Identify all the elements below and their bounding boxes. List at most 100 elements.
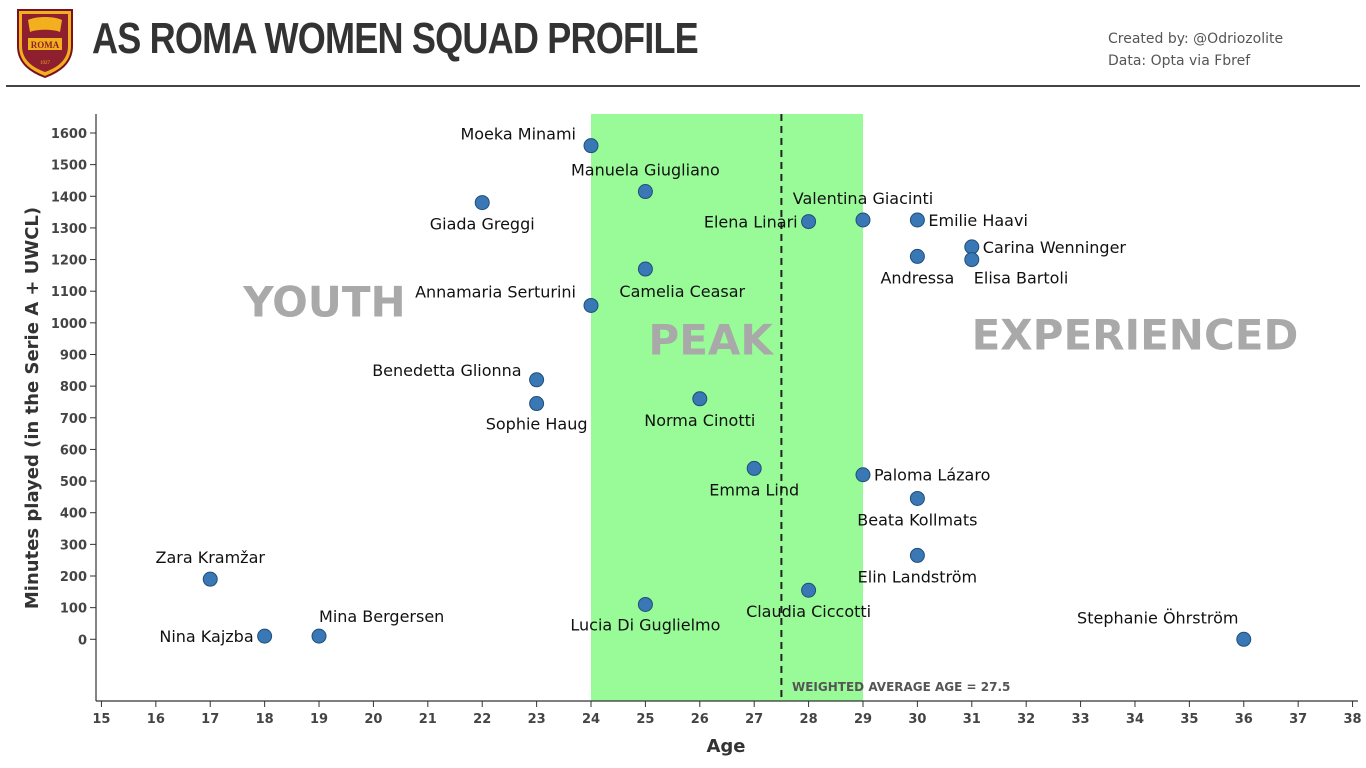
x-tick-label: 15: [92, 712, 110, 727]
y-tick-label: 1000: [51, 317, 87, 332]
header: ROMA 1927 AS ROMA WOMEN SQUAD PROFILE Cr…: [0, 0, 1366, 87]
y-tick-label: 300: [60, 538, 87, 553]
zone-label: PEAK: [648, 315, 774, 364]
x-tick-label: 27: [745, 712, 763, 727]
y-tick-label: 800: [60, 380, 87, 395]
y-tick-label: 400: [60, 507, 87, 522]
y-tick-label: 700: [60, 412, 87, 427]
point-label: Manuela Giugliano: [571, 161, 720, 180]
roma-crest-logo: ROMA 1927: [17, 9, 73, 78]
created-by-text: Created by: @Odriozolite: [1108, 31, 1284, 47]
x-tick-label: 30: [908, 712, 926, 727]
data-point: [529, 396, 545, 412]
point-label: Moeka Minami: [460, 125, 576, 144]
x-tick-label: 29: [854, 712, 872, 727]
data-point: [583, 138, 599, 154]
logo-year: 1927: [40, 61, 51, 66]
data-point: [692, 391, 708, 407]
data-point: [474, 195, 490, 211]
x-tick-label: 37: [1289, 712, 1307, 727]
point-label: Paloma Lázaro: [874, 466, 990, 485]
data-point: [202, 571, 218, 587]
x-tick-label: 31: [963, 712, 981, 727]
data-source-text: Data: Opta via Fbref: [1108, 53, 1251, 69]
point-label: Norma Cinotti: [644, 411, 755, 430]
y-tick-label: 1300: [51, 222, 87, 237]
zone-label: YOUTH: [242, 278, 406, 327]
data-point: [1236, 631, 1252, 647]
x-tick-label: 17: [201, 712, 219, 727]
point-label: Stephanie Öhrström: [1077, 608, 1238, 627]
y-tick-label: 1500: [51, 159, 87, 174]
credits: Created by: @Odriozolite Data: Opta via …: [1108, 28, 1283, 72]
data-point: [583, 297, 599, 313]
data-point: [529, 372, 545, 388]
y-tick-label: 900: [60, 348, 87, 363]
point-label: Andressa: [880, 268, 954, 287]
point-label: Mina Bergersen: [319, 607, 444, 626]
point-label: Beata Kollmats: [857, 510, 977, 529]
y-tick-label: 1200: [51, 254, 87, 269]
y-tick-label: 0: [78, 633, 87, 648]
x-tick-label: 38: [1344, 712, 1362, 727]
x-tick-label: 16: [147, 712, 165, 727]
x-tick-label: 24: [582, 712, 600, 727]
y-tick-label: 100: [60, 602, 87, 617]
y-tick-label: 1100: [51, 285, 87, 300]
x-axis-label: Age: [706, 736, 745, 757]
point-label: Lucia Di Guglielmo: [570, 615, 720, 634]
x-tick-label: 18: [256, 712, 274, 727]
y-tick-label: 200: [60, 570, 87, 585]
point-label: Claudia Ciccotti: [746, 602, 871, 621]
point-label: Elena Linari: [704, 213, 798, 232]
data-point: [637, 261, 653, 277]
x-tick-label: 35: [1180, 712, 1198, 727]
x-tick-label: 26: [691, 712, 709, 727]
data-point: [855, 467, 871, 483]
x-tick-label: 23: [528, 712, 546, 727]
data-point: [801, 582, 817, 598]
point-label: Camelia Ceasar: [619, 282, 745, 301]
data-point: [909, 248, 925, 264]
point-label: Elin Landström: [858, 567, 977, 586]
x-tick-label: 28: [800, 712, 818, 727]
data-point: [909, 547, 925, 563]
point-label: Sophie Haug: [486, 415, 588, 434]
x-tick-label: 34: [1126, 712, 1144, 727]
y-tick-label: 1600: [51, 127, 87, 142]
x-tick-label: 21: [419, 712, 437, 727]
logo-text: ROMA: [31, 40, 60, 50]
point-label: Emilie Haavi: [928, 211, 1028, 230]
point-label: Elisa Bartoli: [974, 269, 1069, 288]
data-point: [637, 596, 653, 612]
data-point: [964, 239, 980, 255]
point-label: Carina Wenninger: [983, 238, 1127, 257]
peak-band: [591, 114, 863, 701]
header-divider: [6, 85, 1360, 87]
page-title: AS ROMA WOMEN SQUAD PROFILE: [92, 14, 699, 63]
data-point: [909, 212, 925, 228]
data-point: [909, 490, 925, 506]
y-tick-label: 1400: [51, 190, 87, 205]
y-tick-label: 500: [60, 475, 87, 490]
x-tick-label: 20: [364, 712, 382, 727]
data-point: [637, 184, 653, 200]
data-point: [855, 212, 871, 228]
point-label: Benedetta Glionna: [372, 361, 521, 380]
data-point: [257, 628, 273, 644]
x-tick-label: 19: [310, 712, 328, 727]
zone-label: EXPERIENCED: [972, 311, 1299, 360]
x-tick-label: 22: [473, 712, 491, 727]
x-tick-label: 33: [1072, 712, 1090, 727]
data-point: [746, 460, 762, 476]
point-label: Nina Kajzba: [159, 627, 253, 646]
point-label: Giada Greggi: [430, 215, 535, 234]
weighted-average-label: WEIGHTED AVERAGE AGE = 27.5: [792, 680, 1010, 694]
data-point: [311, 628, 327, 644]
point-label: Zara Kramžar: [155, 548, 265, 567]
data-point: [801, 214, 817, 230]
point-label: Valentina Giacinti: [793, 189, 933, 208]
point-label: Annamaria Serturini: [415, 282, 576, 301]
data-point: [964, 252, 980, 268]
